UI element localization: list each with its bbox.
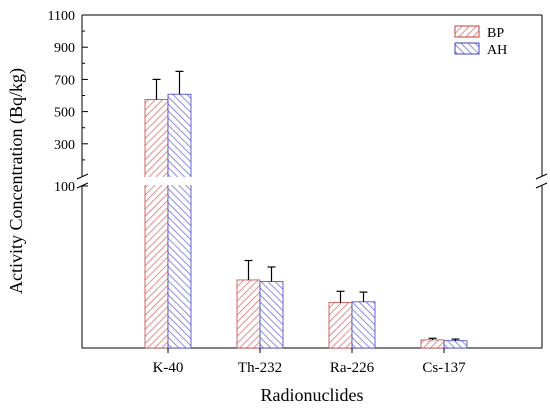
axis-break-marks — [76, 173, 548, 189]
y-tick-label-4: 300 — [54, 138, 75, 153]
y-tick-label-3: 500 — [54, 106, 75, 121]
axis-break-right-bottom — [535, 182, 548, 189]
x-tick-label-1: Th-232 — [238, 360, 282, 376]
x-tick-label-0: K-40 — [153, 360, 184, 376]
y-tick-break-group: 100 — [54, 180, 88, 195]
bar-ah-cs137 — [443, 340, 468, 349]
y-axis-title: Activity Concentration (Bq/kg) — [6, 68, 27, 294]
y-tick-label-0: 1100 — [48, 9, 75, 24]
bar-bp-ra226 — [328, 302, 353, 349]
legend: BP AH — [454, 25, 507, 58]
bar-ah-ra226 — [351, 301, 376, 349]
bar-bp-k40 — [144, 99, 169, 349]
bar-ah-k40 — [167, 93, 192, 349]
bar-bp-cs137 — [420, 339, 445, 349]
x-axis-ticks: K-40 Th-232 Ra-226 Cs-137 — [153, 348, 466, 376]
y-axis-ticks: 1100 900 700 500 300 — [48, 9, 88, 161]
legend-label-ah: AH — [487, 43, 507, 58]
axis-break-right-top — [535, 173, 548, 180]
legend-swatch-bp — [454, 25, 480, 38]
legend-swatch-ah — [454, 42, 480, 55]
x-tick-label-3: Cs-137 — [422, 360, 466, 376]
y-tick-label-break: 100 — [54, 180, 75, 195]
bar-ah-th232 — [259, 281, 284, 349]
axis-break-gap — [140, 177, 200, 185]
bar-bp-th232 — [236, 279, 261, 349]
y-tick-label-1: 900 — [54, 41, 75, 56]
legend-label-bp: BP — [487, 26, 504, 41]
x-axis-title: Radionuclides — [261, 385, 364, 405]
axis-break-left-top — [76, 173, 89, 180]
bars-group — [140, 70, 468, 349]
x-tick-label-2: Ra-226 — [330, 360, 375, 376]
y-tick-label-2: 700 — [54, 73, 75, 88]
